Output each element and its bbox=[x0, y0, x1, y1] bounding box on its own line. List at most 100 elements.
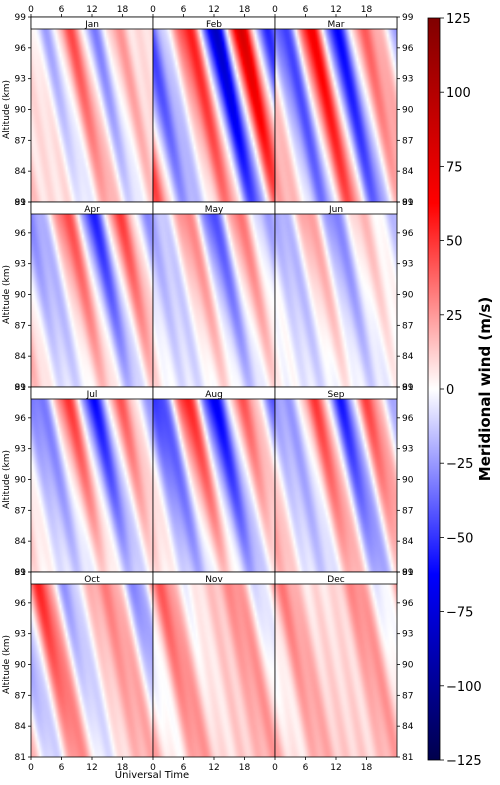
y-axis-label: Altitude (km) bbox=[2, 635, 12, 694]
y-tick-label: 93 bbox=[402, 260, 413, 270]
x-tick-label: 18 bbox=[117, 5, 129, 15]
y-tick-label: 99 bbox=[402, 383, 414, 393]
y-tick-label: 96 bbox=[15, 414, 27, 424]
y-tick-label: 84 bbox=[402, 352, 414, 362]
y-tick-label: 93 bbox=[15, 260, 26, 270]
heatmap-may bbox=[153, 202, 275, 387]
y-tick-label: 81 bbox=[15, 568, 26, 578]
y-tick-label: 93 bbox=[15, 445, 26, 455]
y-tick-label: 81 bbox=[15, 198, 26, 208]
y-tick-label: 99 bbox=[15, 198, 27, 208]
x-tick-label: 0 bbox=[28, 763, 34, 773]
panel-title: Jan bbox=[84, 20, 99, 30]
y-tick-label: 81 bbox=[402, 568, 413, 578]
colorbar-tick-label: 100 bbox=[446, 86, 471, 101]
y-tick-label: 87 bbox=[15, 691, 26, 701]
y-tick-label: 90 bbox=[15, 291, 27, 301]
colorbar-tick-label: 0 bbox=[446, 383, 454, 398]
x-tick-label: 18 bbox=[361, 5, 373, 15]
colorbar-tick-label: 125 bbox=[446, 12, 471, 27]
y-tick-label: 81 bbox=[402, 383, 413, 393]
x-tick-label: 0 bbox=[28, 5, 34, 15]
panel-title: Oct bbox=[84, 575, 100, 585]
y-tick-label: 81 bbox=[15, 753, 26, 763]
y-tick-label: 90 bbox=[402, 291, 414, 301]
y-tick-label: 84 bbox=[402, 167, 414, 177]
colorbar: −125 −100 −75 −50 −25 0 25 50 75 100 125 Meridiona… bbox=[427, 12, 494, 769]
y-tick-label: 96 bbox=[402, 229, 414, 239]
colorbar-tick-label: 75 bbox=[446, 160, 463, 175]
y-tick-label: 87 bbox=[402, 136, 413, 146]
y-tick-label: 99 bbox=[15, 13, 27, 23]
panel-sep: Sep 81 84 87 90 93 96 99 bbox=[274, 383, 414, 578]
y-tick-label: 96 bbox=[15, 599, 27, 609]
x-tick-label: 0 bbox=[150, 763, 156, 773]
y-tick-label: 84 bbox=[15, 352, 27, 362]
x-tick-label: 12 bbox=[86, 763, 97, 773]
panel-title: Mar bbox=[328, 20, 345, 30]
x-tick-label: 18 bbox=[239, 5, 251, 15]
colorbar-bar bbox=[427, 17, 441, 761]
x-tick-label: 0 bbox=[272, 5, 278, 15]
x-tick-label: 6 bbox=[303, 5, 309, 15]
x-axis-label: Universal Time bbox=[115, 770, 189, 781]
heatmap-oct bbox=[31, 572, 153, 757]
y-tick-label: 99 bbox=[402, 13, 414, 23]
heatmap-mar bbox=[275, 17, 397, 202]
y-tick-label: 99 bbox=[402, 198, 414, 208]
x-tick-label: 6 bbox=[181, 5, 187, 15]
y-tick-label: 90 bbox=[15, 476, 27, 486]
colorbar-tick-label: −25 bbox=[446, 457, 473, 472]
panel-oct: Oct 81 84 87 90 93 96 99 0 6 12 18 Altitude (km) bbox=[2, 568, 154, 773]
y-tick-label: 84 bbox=[15, 537, 27, 547]
colorbar-tick-label: −125 bbox=[446, 754, 482, 769]
panel-mar: Mar 81 84 87 90 93 96 99 0 6 12 18 bbox=[272, 5, 414, 208]
x-tick-label: 18 bbox=[361, 763, 373, 773]
y-tick-label: 87 bbox=[15, 506, 26, 516]
y-tick-label: 90 bbox=[402, 106, 414, 116]
y-tick-label: 84 bbox=[402, 722, 414, 732]
y-tick-label: 84 bbox=[402, 537, 414, 547]
y-tick-label: 96 bbox=[402, 599, 414, 609]
heatmap-aug bbox=[153, 387, 275, 572]
colorbar-tick-label: −100 bbox=[446, 680, 482, 695]
y-tick-label: 93 bbox=[402, 630, 413, 640]
panel-title: Dec bbox=[327, 575, 344, 585]
y-tick-label: 93 bbox=[402, 445, 413, 455]
y-tick-label: 99 bbox=[402, 568, 414, 578]
panel-jun: Jun 81 84 87 90 93 96 99 bbox=[274, 198, 414, 393]
y-tick-label: 96 bbox=[402, 44, 414, 54]
heatmap-apr bbox=[31, 202, 153, 387]
x-tick-label: 6 bbox=[181, 763, 187, 773]
y-tick-label: 99 bbox=[15, 568, 27, 578]
x-tick-label: 18 bbox=[117, 763, 129, 773]
x-tick-label: 0 bbox=[150, 5, 156, 15]
panel-may: May bbox=[152, 201, 276, 388]
x-tick-label: 6 bbox=[59, 763, 65, 773]
panel-title: Apr bbox=[84, 205, 100, 215]
y-tick-label: 90 bbox=[15, 106, 27, 116]
x-tick-label: 12 bbox=[208, 763, 219, 773]
y-tick-label: 81 bbox=[15, 383, 26, 393]
heatmap-jul bbox=[31, 387, 153, 572]
x-tick-label: 12 bbox=[86, 5, 97, 15]
y-axis-label: Altitude (km) bbox=[2, 450, 12, 509]
colorbar-tick-label: −75 bbox=[446, 606, 473, 621]
panel-feb: Feb 0 6 12 18 bbox=[150, 5, 276, 203]
y-tick-label: 93 bbox=[402, 75, 413, 85]
y-axis-label: Altitude (km) bbox=[2, 265, 12, 324]
colorbar-label: Meridional wind (m/s) bbox=[476, 297, 494, 481]
y-tick-label: 87 bbox=[402, 321, 413, 331]
colorbar-tick-label: 25 bbox=[446, 309, 463, 324]
panel-title: Feb bbox=[206, 20, 222, 30]
x-tick-label: 12 bbox=[330, 763, 341, 773]
x-tick-label: 12 bbox=[330, 5, 341, 15]
panel-aug: Aug bbox=[152, 386, 276, 573]
heatmap-feb bbox=[153, 17, 275, 202]
colorbar-tick-label: 50 bbox=[446, 235, 463, 250]
panel-title: May bbox=[205, 205, 224, 215]
x-tick-label: 6 bbox=[303, 763, 309, 773]
